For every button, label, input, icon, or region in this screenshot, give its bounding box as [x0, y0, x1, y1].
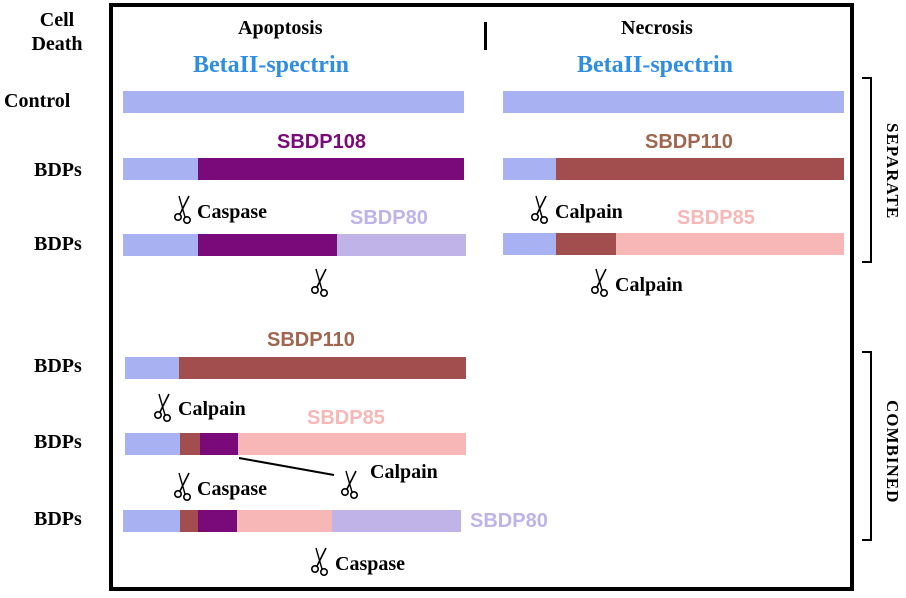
necrosis-header: Necrosis [621, 17, 693, 39]
enzyme-calpain: Calpain [178, 398, 246, 420]
spectrin-segment [123, 510, 180, 532]
fragment-label-sbdp85: SBDP85 [307, 407, 385, 429]
necrosis-protein-label: BetaII-spectrin [577, 52, 733, 78]
sbdp110-segment [556, 233, 616, 255]
bar-sbdp85 [125, 433, 466, 455]
fragment-label-sbdp80: SBDP80 [350, 207, 428, 229]
scissors-icon [154, 393, 171, 423]
separate-bracket [862, 77, 872, 263]
enzyme-caspase: Caspase [197, 201, 268, 223]
sbdp85-segment [616, 233, 844, 255]
sbdp110-segment [179, 357, 466, 379]
sbdp80-segment [337, 234, 466, 256]
fragment-label-sbdp80: SBDP80 [470, 510, 548, 532]
spectrin-segment [123, 234, 198, 256]
sbdp108-segment [198, 510, 237, 532]
bar-sbdp80 [123, 234, 466, 256]
sbdp85-segment [238, 433, 466, 455]
enzyme-calpain: Calpain [555, 201, 623, 223]
fragment-label-sbdp110: SBDP110 [645, 131, 733, 153]
bar-sbdp80 [123, 510, 461, 532]
sbdp108-segment [200, 433, 238, 455]
fragment-label-sbdp85: SBDP85 [677, 207, 755, 229]
spectrin-segment [123, 158, 198, 180]
row-label-bdps: BDPs [34, 159, 82, 181]
spectrin-segment [125, 433, 180, 455]
scissors-icon [310, 547, 329, 577]
bar-sbdp110 [125, 357, 466, 379]
scissors-icon [174, 195, 191, 224]
sbdp110-segment [180, 433, 200, 455]
apoptosis-header: Apoptosis [238, 17, 323, 39]
spectrin-segment [503, 233, 556, 255]
sbdp85-segment [237, 510, 332, 532]
spectrin-segment [123, 91, 464, 113]
fragment-label-sbdp108: SBDP108 [277, 131, 366, 153]
fragment-label-sbdp110: SBDP110 [267, 329, 355, 351]
enzyme-calpain: Calpain [615, 274, 683, 296]
spectrin-segment [503, 91, 844, 113]
sbdp110-segment [556, 158, 844, 180]
enzyme-caspase: Caspase [197, 478, 268, 500]
combined-bracket [862, 351, 872, 541]
header-divider [484, 22, 487, 50]
cell-death-header: Cell Death [31, 9, 83, 55]
scissors-icon [174, 472, 191, 502]
control-bar-necrosis [503, 91, 844, 113]
sbdp108-segment [198, 234, 337, 256]
bar-sbdp85 [503, 233, 844, 255]
row-label-bdps: BDPs [34, 233, 82, 255]
connector-line [238, 457, 335, 476]
bar-sbdp110 [503, 158, 844, 180]
scissors-icon [530, 195, 549, 224]
control-bar-apoptosis [123, 91, 464, 113]
apoptosis-protein-label: BetaII-spectrin [193, 52, 349, 78]
sbdp110-segment [180, 510, 198, 532]
scissors-icon [340, 470, 359, 500]
enzyme-calpain: Calpain [370, 461, 438, 483]
row-label-bdps: BDPs [34, 508, 82, 530]
sbdp108-segment [198, 158, 464, 180]
row-label-control: Control [4, 90, 71, 112]
row-label-bdps: BDPs [34, 431, 82, 453]
enzyme-caspase: Caspase [335, 553, 406, 575]
row-label-bdps: BDPs [34, 355, 82, 377]
spectrin-segment [125, 357, 179, 379]
sbdp80-segment [332, 510, 461, 532]
scissors-icon [590, 268, 609, 298]
diagram-frame [109, 3, 854, 591]
bar-sbdp108 [123, 158, 464, 180]
spectrin-segment [503, 158, 556, 180]
scissors-icon [310, 268, 329, 298]
